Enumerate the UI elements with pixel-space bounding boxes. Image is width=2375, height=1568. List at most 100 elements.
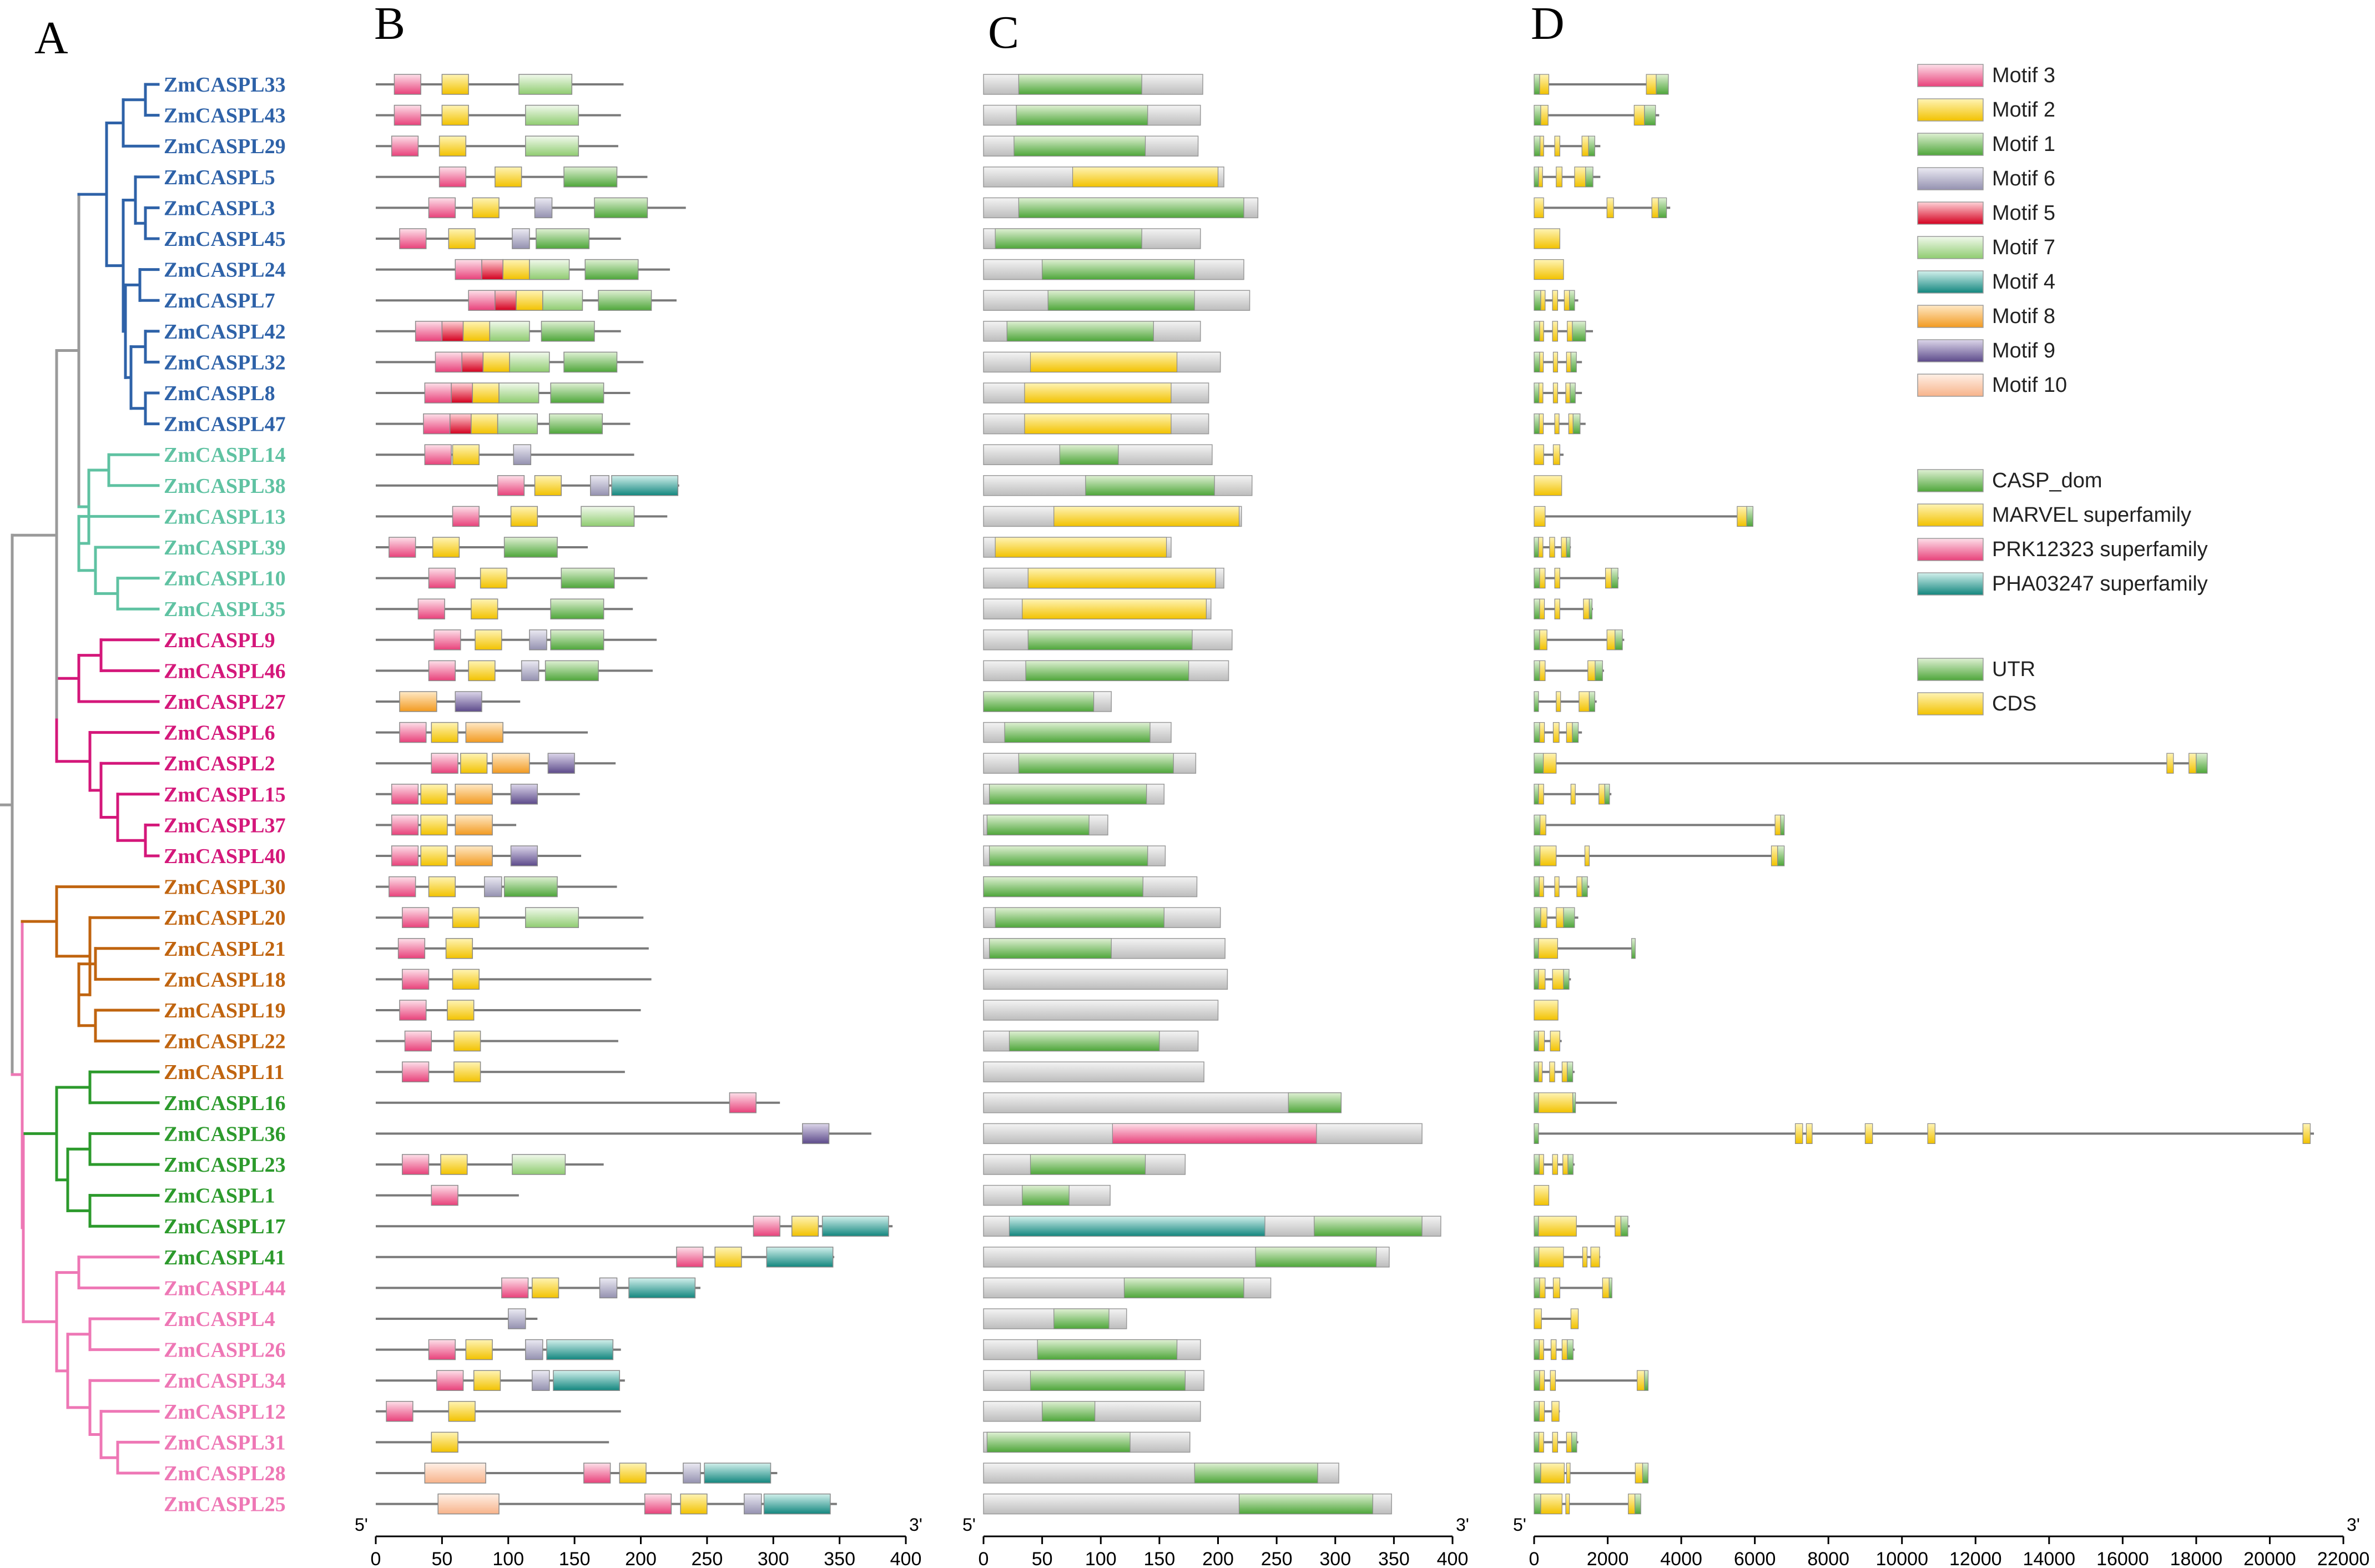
- motif-box-m2: [448, 228, 476, 249]
- motif-box-m3: [397, 938, 426, 959]
- motif-box-m3: [452, 506, 480, 527]
- motif-box-m2: [452, 907, 480, 928]
- motif-box-m2: [468, 660, 496, 682]
- structure-tick-label: 20000: [2243, 1549, 2296, 1568]
- motif-box-m2: [516, 290, 543, 311]
- exon-box-cds: [1636, 1370, 1645, 1391]
- exon-box-utr: [1658, 197, 1667, 218]
- motif-box-m2: [448, 1401, 476, 1422]
- exon-box-cds: [1540, 845, 1557, 866]
- motif-box-m2: [471, 598, 498, 619]
- exon-box-utr: [1534, 1216, 1539, 1237]
- exon-box-cds: [1539, 1277, 1546, 1298]
- exon-box-cds: [1550, 1339, 1557, 1360]
- motif-box-m2: [472, 197, 500, 219]
- axes: 0 50 100 150 200 250 300 350 400 5' 3' 0 50 100 150 200…: [355, 1515, 2369, 1568]
- gene-label: ZmCASPL37: [164, 814, 286, 837]
- motif-box-m8: [455, 784, 493, 805]
- exon-box-cds: [1567, 321, 1573, 342]
- gene-label: ZmCASPL3: [164, 196, 275, 220]
- exon-box-cds: [1771, 845, 1778, 866]
- motif-box-m3: [402, 1061, 430, 1082]
- motif-box-m3: [753, 1216, 780, 1237]
- motif-box-m3: [428, 660, 456, 682]
- gene-structure-panel: [1534, 74, 2314, 1515]
- motif-tick-label: 50: [431, 1549, 452, 1568]
- exon-box-cds: [1540, 105, 1549, 126]
- motif-box-m7: [529, 259, 570, 280]
- exon-box-utr: [1534, 105, 1541, 126]
- exon-box-utr: [1534, 290, 1541, 311]
- motif-box-m2: [431, 722, 458, 743]
- exon-box-utr: [1567, 1154, 1574, 1175]
- domain-box-marvel: [995, 537, 1167, 558]
- exon-box-utr: [1534, 135, 1541, 157]
- legend-motif-label: Motif 1: [1992, 133, 2055, 156]
- exon-box-utr: [1644, 1370, 1649, 1391]
- motif-box-m8: [492, 753, 530, 774]
- motif-box-m2: [431, 1431, 458, 1453]
- motif-box-m6: [512, 228, 530, 249]
- legend-motif-label: Motif 5: [1992, 201, 2055, 225]
- domain-box-casp: [1255, 1247, 1377, 1268]
- gene-label: ZmCASPL2: [164, 752, 275, 775]
- motif-box-m6: [521, 660, 539, 682]
- motif-box-m2: [440, 1154, 468, 1175]
- motif-box-m1: [598, 290, 652, 311]
- motif-box-m6: [531, 1370, 550, 1391]
- exon-box-cds: [1554, 135, 1560, 157]
- legend-domain-label: MARVEL superfamily: [1992, 503, 2191, 527]
- motif-box-m1: [594, 197, 648, 219]
- exon-box-utr: [1572, 722, 1579, 743]
- domain-tick-label: 250: [1261, 1549, 1293, 1568]
- legend-motif-label: Motif 2: [1992, 98, 2055, 122]
- exon-box-cds: [1538, 969, 1546, 990]
- motif-box-m9: [510, 845, 538, 866]
- exon-box-utr: [1566, 537, 1571, 558]
- motif-box-m3: [423, 413, 451, 435]
- structure-tick-label: 16000: [2096, 1549, 2149, 1568]
- domain-box-marvel: [1030, 351, 1178, 373]
- exon-box-cds: [1633, 105, 1645, 126]
- exon-box-cds: [1534, 444, 1544, 465]
- exon-box-utr: [1534, 1092, 1539, 1113]
- domain-tick-label: 50: [1032, 1549, 1053, 1568]
- exon-box-utr: [1534, 938, 1539, 959]
- exon-box-cds: [1539, 722, 1545, 743]
- motif-box-m2: [447, 1000, 475, 1021]
- legend-domain-swatch: [1917, 538, 1984, 561]
- gene-label: ZmCASPL35: [164, 598, 286, 621]
- exon-box-utr: [1534, 722, 1540, 743]
- domain-box-casp: [1013, 135, 1146, 157]
- exon-box-utr: [1534, 753, 1544, 774]
- exon-box-cds: [1539, 1247, 1564, 1268]
- motif-box-m3: [729, 1092, 757, 1113]
- exon-box-cds: [1561, 537, 1567, 558]
- exon-box-utr: [1567, 1339, 1574, 1360]
- exon-box-utr: [1570, 382, 1576, 404]
- domain-box-casp: [1053, 1308, 1110, 1329]
- exon-box-utr: [1534, 629, 1540, 651]
- exon-box-utr: [1571, 1431, 1577, 1453]
- gene-label: ZmCASPL26: [164, 1339, 286, 1362]
- gene-label: ZmCASPL36: [164, 1122, 286, 1146]
- exon-box-cds: [1570, 784, 1576, 805]
- legend-motif-label: Motif 10: [1992, 374, 2067, 397]
- motif-box-m4: [704, 1463, 772, 1484]
- exon-box-cds: [1540, 135, 1544, 157]
- domain-box-pha: [1009, 1216, 1265, 1237]
- motif-box-m2: [441, 74, 469, 95]
- motif-box-m4: [546, 1339, 614, 1360]
- motif-box-m6: [484, 876, 502, 898]
- motif-box-m3: [417, 598, 445, 619]
- motif-box-m6: [590, 475, 609, 496]
- exon-box-cds: [1570, 1308, 1579, 1329]
- structure-tick-label: 4000: [1660, 1549, 1702, 1568]
- gene-label: ZmCASPL6: [164, 722, 275, 745]
- exon-box-cds: [1566, 1463, 1571, 1484]
- exon-box-cds: [1587, 660, 1596, 682]
- motif-box-m3: [394, 74, 421, 95]
- domain-box-casp: [1042, 259, 1195, 280]
- structure-tick-label: 8000: [1807, 1549, 1849, 1568]
- motif-box-m2: [453, 1061, 481, 1082]
